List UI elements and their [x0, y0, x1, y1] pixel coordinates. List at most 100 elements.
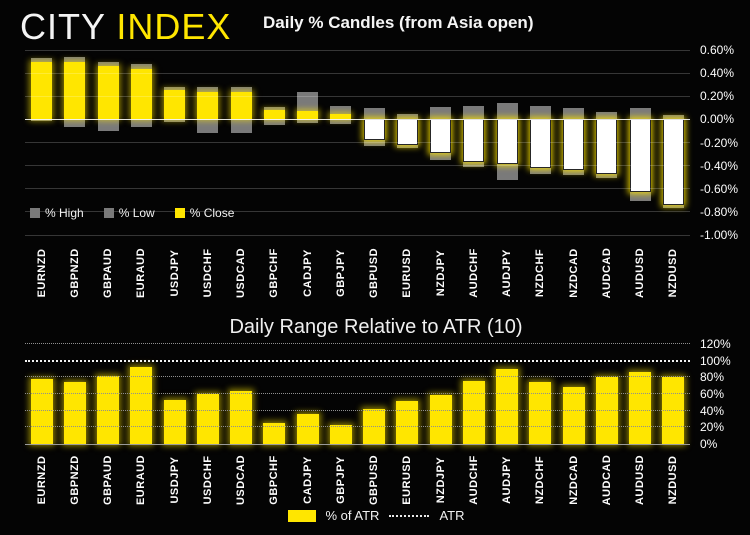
candle-body-EURAUD: [130, 68, 152, 120]
high-wick-GBPUSD: [363, 107, 385, 120]
candle-x-label-AUDUSD: AUDUSD: [634, 247, 647, 299]
high-wick-CADJPY: [297, 91, 319, 112]
atr-x-label-GBPCHF: GBPCHF: [268, 455, 281, 505]
atr-x-label-GBPJPY: GBPJPY: [334, 456, 347, 504]
atr-x-label-USDJPY: USDJPY: [168, 456, 181, 504]
high-wick-AUDJPY: [496, 103, 518, 120]
legend-high-label: % High: [45, 206, 84, 220]
atr-bar-USDCAD: [230, 390, 253, 444]
y-axis-tick: 0.60%: [700, 43, 735, 57]
atr-x-label-GBPAUD: GBPAUD: [102, 455, 115, 505]
candle-x-label-EURNZD: EURNZD: [35, 248, 48, 298]
atr-y-axis-tick: 60%: [700, 387, 725, 401]
low-wick-GBPJPY: [330, 119, 352, 124]
candle-chart-title: Daily % Candles (from Asia open): [263, 13, 534, 32]
atr-chart-title: Daily Range Relative to ATR (10): [229, 316, 523, 338]
city-index-logo: CITY INDEX: [20, 6, 231, 48]
candle-x-label-AUDJPY: AUDJPY: [501, 249, 514, 297]
legend-low-label: % Low: [118, 206, 155, 220]
candle-body-AUDCAD: [596, 119, 618, 174]
candle-x-label-NZDCAD: NZDCAD: [567, 248, 580, 298]
atr-x-label-AUDCAD: AUDCAD: [600, 454, 613, 506]
candle-body-EURUSD: [396, 119, 418, 145]
legend-atr-label: ATR: [439, 508, 465, 523]
high-wick-EURAUD: [130, 63, 152, 69]
atr-bar-AUDJPY: [496, 369, 519, 444]
gridline: [25, 234, 690, 236]
high-wick-GBPNZD: [64, 56, 86, 62]
atr-bar-AUDCHF: [462, 380, 485, 444]
gridline: [25, 188, 690, 190]
low-wick-EURNZD: [31, 119, 53, 121]
low-wick-USDCHF: [197, 119, 219, 134]
candle-x-label-GBPNZD: GBPNZD: [68, 248, 81, 298]
high-swatch-icon: [30, 208, 40, 218]
atr-bar-USDCHF: [196, 394, 219, 444]
low-wick-NZDCAD: [563, 170, 585, 175]
high-wick-USDCAD: [230, 87, 252, 92]
low-wick-CADJPY: [297, 119, 319, 123]
candle-body-GBPCHF: [263, 110, 285, 120]
atr-x-label-AUDJPY: AUDJPY: [501, 456, 514, 504]
atr-bar-AUDUSD: [629, 372, 652, 444]
y-axis-tick: 0.20%: [700, 89, 735, 104]
legend-pct-atr-label: % of ATR: [325, 508, 380, 523]
y-axis-tick: -0.40%: [700, 158, 739, 173]
atr-x-label-AUDCHF: AUDCHF: [467, 455, 480, 505]
candle-x-label-NZDCHF: NZDCHF: [534, 248, 547, 298]
atr-bar-EURUSD: [396, 400, 419, 444]
low-wick-AUDCHF: [463, 162, 485, 167]
candle-x-label-USDCHF: USDCHF: [201, 248, 214, 298]
low-wick-NZDCHF: [529, 167, 551, 174]
atr-y-axis-tick: 0%: [700, 437, 718, 451]
low-wick-EURUSD: [396, 144, 418, 149]
atr-x-label-NZDCAD: NZDCAD: [567, 455, 580, 505]
y-axis-tick: -0.60%: [700, 181, 739, 196]
dotted-gridline: [25, 376, 690, 378]
dotted-gridline: [25, 343, 690, 344]
candle-x-label-GBPAUD: GBPAUD: [102, 248, 115, 298]
atr-bar-NZDJPY: [429, 394, 452, 444]
high-wick-EURNZD: [31, 58, 53, 62]
y-axis-tick: -0.20%: [700, 135, 739, 150]
candle-x-label-AUDCHF: AUDCHF: [467, 248, 480, 298]
zero-gridline: [25, 118, 690, 120]
candle-chart-legend: % High % Low % Close: [30, 206, 234, 220]
legend-item-close: % Close: [174, 206, 234, 220]
atr-bar-CADJPY: [296, 414, 319, 444]
low-wick-USDJPY: [164, 119, 186, 122]
logo-city-text: CITY: [20, 6, 117, 47]
atr-x-label-EURAUD: EURAUD: [135, 454, 148, 506]
atr-x-label-NZDCHF: NZDCHF: [534, 455, 547, 505]
candle-body-AUDJPY: [496, 119, 518, 165]
low-wick-GBPCHF: [263, 119, 285, 126]
candle-body-AUDCHF: [463, 119, 485, 163]
close-swatch-icon: [174, 208, 185, 218]
atr-line-swatch-icon: [389, 514, 430, 517]
candle-body-USDJPY: [164, 90, 186, 120]
candle-body-USDCAD: [230, 91, 252, 120]
gridline: [25, 142, 690, 143]
atr-x-label-NZDJPY: NZDJPY: [434, 456, 447, 504]
candle-x-label-CADJPY: CADJPY: [301, 249, 314, 297]
candle-x-label-USDJPY: USDJPY: [168, 249, 181, 297]
candle-body-USDCHF: [197, 91, 219, 120]
atr-bar-NZDCHF: [529, 382, 552, 444]
high-wick-NZDJPY: [430, 106, 452, 120]
atr-bar-GBPJPY: [329, 424, 352, 444]
atr-x-label-USDCAD: USDCAD: [235, 454, 248, 506]
atr-y-axis-tick: 100%: [700, 353, 731, 368]
candle-x-label-NZDJPY: NZDJPY: [434, 249, 447, 297]
atr-bar-GBPNZD: [63, 382, 86, 444]
candle-body-GBPUSD: [363, 119, 385, 141]
high-wick-AUDUSD: [629, 107, 651, 120]
y-axis-tick: 0.00%: [700, 112, 735, 127]
low-wick-NZDJPY: [430, 152, 452, 160]
candle-x-label-EURAUD: EURAUD: [135, 247, 148, 299]
y-axis-tick: -1.00%: [700, 228, 739, 242]
atr-x-label-NZDUSD: NZDUSD: [667, 455, 680, 505]
atr-x-label-GBPNZD: GBPNZD: [68, 455, 81, 505]
atr-bar-EURNZD: [30, 379, 53, 444]
candle-x-label-EURUSD: EURUSD: [401, 248, 414, 298]
gridline: [25, 165, 690, 167]
